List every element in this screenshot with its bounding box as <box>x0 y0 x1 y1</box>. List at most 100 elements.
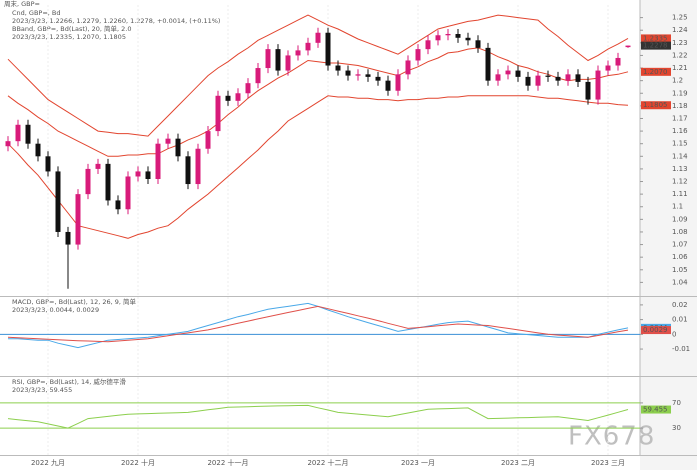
value-badge <box>641 41 671 50</box>
candle-body <box>355 74 361 76</box>
candle-body <box>545 75 551 77</box>
value-badge-label: 1.2070 <box>643 68 668 76</box>
y-tick-label: 1.13 <box>672 165 688 173</box>
y-tick-label: 1.1 <box>672 203 683 211</box>
candle-body <box>535 75 541 86</box>
candle-body <box>365 74 371 77</box>
y-tick-label: 1.08 <box>672 228 688 236</box>
candle-body <box>435 35 441 41</box>
y-tick-label: 1.06 <box>672 253 688 261</box>
y-tick-label: -0.01 <box>672 345 690 353</box>
rsi-title: RSI, GBP=, Bd(Last), 14, 威尔德平滑 <box>12 377 126 386</box>
candle-body <box>55 171 61 232</box>
header: 周末, GBP= <box>4 0 40 8</box>
indicator-line <box>7 305 629 343</box>
candle-body <box>385 80 391 91</box>
candle-body <box>465 37 471 41</box>
candle-body <box>605 65 611 71</box>
y-tick-label: 30 <box>672 424 681 432</box>
candle-body <box>325 32 331 66</box>
candle-body <box>495 74 501 81</box>
candle-body <box>575 74 581 82</box>
candle-body <box>335 65 341 71</box>
candle-body <box>295 50 301 56</box>
candle-body <box>105 163 111 201</box>
candle-body <box>425 40 431 50</box>
overlay-subtitle: 2023/3/23, 1.2335, 1.2070, 1.1805 <box>12 33 126 41</box>
chart-subtitle: 2023/3/23, 1.2266, 1.2279, 1.2260, 1.227… <box>12 17 220 25</box>
x-tick-label: 2022 十二月 <box>307 458 348 467</box>
candle-body <box>315 32 321 43</box>
candle-body <box>15 124 21 142</box>
value-badge-label: 0.0029 <box>643 326 668 334</box>
y-tick-label: 0.01 <box>672 316 688 324</box>
candle-body <box>5 141 11 147</box>
overlay-title: BBand, GBP=, Bd(Last), 20, 简单, 2.0 <box>12 24 131 33</box>
candle-body <box>25 124 31 144</box>
candle-body <box>185 156 191 185</box>
candle-body <box>165 138 171 144</box>
candle-body <box>265 49 271 69</box>
candle-body <box>565 74 571 81</box>
value-badge <box>641 326 671 335</box>
macd-title: MACD, GBP=, Bd(Last), 12, 26, 9, 简单 <box>12 297 137 306</box>
y-tick-label: 1.07 <box>672 241 688 249</box>
value-badge-label: 1.1805 <box>643 101 668 109</box>
candle-body <box>75 194 81 245</box>
y-tick-label: 1.09 <box>672 215 688 223</box>
y-tick-label: 1.16 <box>672 127 688 135</box>
y-tick-label: 1.18 <box>672 102 688 110</box>
macd-subtitle: 2023/3/23, 0.0044, 0.0029 <box>12 306 99 314</box>
candle-body <box>85 168 91 195</box>
x-tick-label: 2023 二月 <box>501 459 535 467</box>
candle-body <box>195 148 201 185</box>
y-tick-label: 1.24 <box>672 26 688 34</box>
candle-body <box>145 171 151 179</box>
band-line <box>7 14 629 137</box>
x-tick-label: 2022 九月 <box>31 458 65 467</box>
axis-panel <box>640 0 697 470</box>
rsi-subtitle: 2023/3/23, 59.455 <box>12 386 72 394</box>
y-tick-label: 1.11 <box>672 190 688 198</box>
candle-body <box>115 200 121 210</box>
candle-body <box>305 42 311 51</box>
candle-body <box>235 93 241 101</box>
value-badge <box>641 101 671 110</box>
candle-body <box>585 81 591 100</box>
candle-body <box>515 70 521 77</box>
candle-body <box>395 74 401 91</box>
candle-body <box>125 176 131 210</box>
y-tick-label: 1.22 <box>672 51 688 59</box>
candle-body <box>205 131 211 149</box>
candle-body <box>485 47 491 81</box>
candle-body <box>255 68 261 84</box>
candle-body <box>555 76 561 81</box>
value-badge-label: 1.2335 <box>643 34 668 42</box>
value-badge-label: 59.455 <box>643 406 668 414</box>
y-tick-label: 1.19 <box>672 89 688 97</box>
x-tick-label: 2022 十一月 <box>207 458 248 467</box>
y-tick-label: 1.21 <box>672 64 688 72</box>
y-tick-label: 1.04 <box>672 278 688 286</box>
candle-body <box>135 171 141 177</box>
x-tick-label: 2022 十月 <box>121 458 155 467</box>
y-tick-label: 1.14 <box>672 152 688 160</box>
candle-body <box>525 76 531 86</box>
y-tick-label: 0.02 <box>672 301 688 309</box>
value-badge <box>641 405 671 414</box>
y-tick-label: 1.12 <box>672 178 688 186</box>
indicator-line <box>7 404 629 429</box>
watermark: FX678 <box>568 422 655 452</box>
y-tick-label: 1.05 <box>672 266 688 274</box>
band-line <box>7 47 629 157</box>
candle-body <box>415 49 421 61</box>
y-tick-label: 1.25 <box>672 14 688 22</box>
x-tick-label: 2023 一月 <box>401 459 435 467</box>
candle-body <box>225 95 231 101</box>
candle-body <box>345 70 351 76</box>
y-tick-label: 0 <box>672 330 676 338</box>
candle-body <box>445 34 451 36</box>
candle-body <box>625 45 631 48</box>
